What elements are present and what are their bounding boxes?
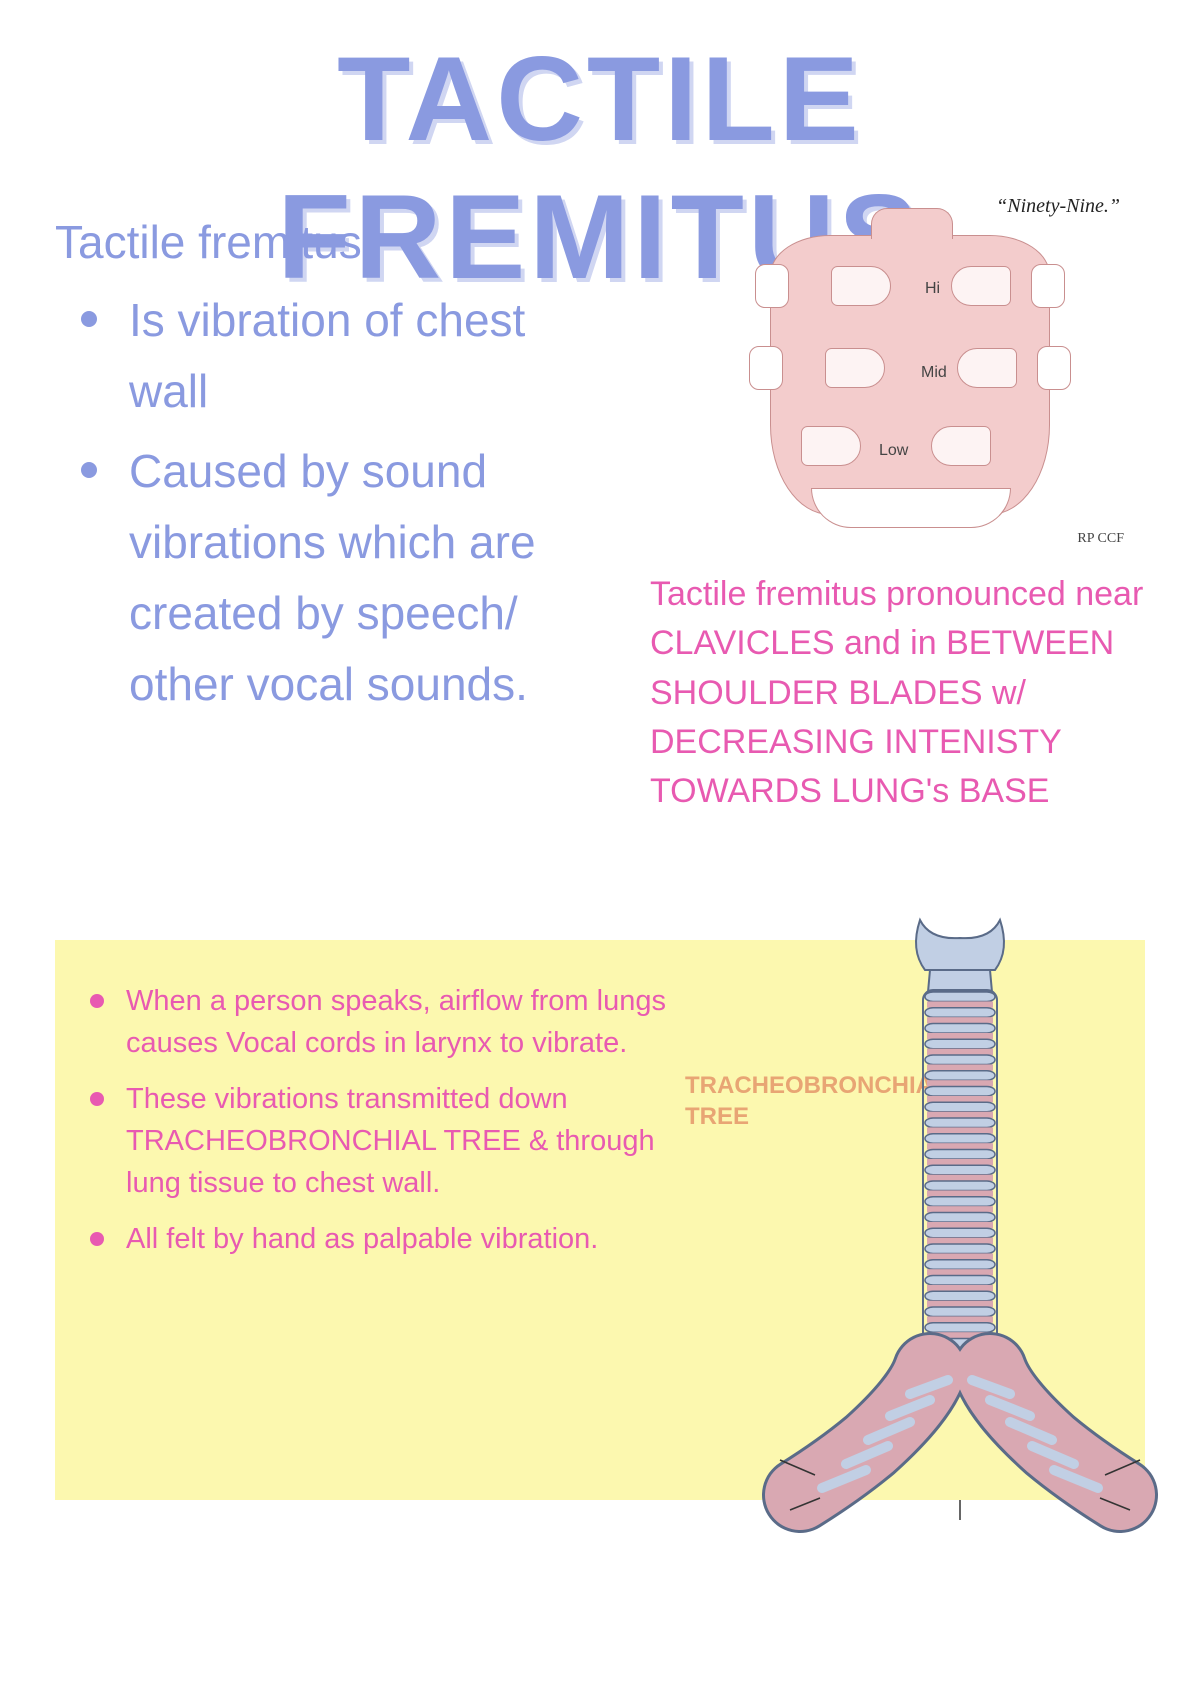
hand-icon xyxy=(931,426,991,466)
cuff-icon xyxy=(1037,346,1071,390)
waist-shape xyxy=(811,488,1011,528)
intro-bullet: Caused by sound vibrations which are cre… xyxy=(95,436,615,721)
yellow-bullet-list: When a person speaks, airflow from lungs… xyxy=(90,980,670,1274)
hand-icon xyxy=(957,348,1017,388)
yellow-bullet: All felt by hand as palpable vibration. xyxy=(90,1218,670,1260)
zone-label-hi: Hi xyxy=(925,280,940,298)
hand-icon xyxy=(825,348,885,388)
yellow-bullet: When a person speaks, airflow from lungs… xyxy=(90,980,670,1064)
illustration-credit: RP CCF xyxy=(1077,532,1124,546)
tracheobronchial-tree-icon xyxy=(760,900,1160,1540)
hand-icon xyxy=(801,426,861,466)
hand-icon xyxy=(951,266,1011,306)
intro-lead-text: Tactile fremitus xyxy=(55,215,615,269)
back-palpation-illustration: “Ninety-Nine.” Hi Mid Low RP CCF xyxy=(700,195,1130,550)
speech-label: “Ninety-Nine.” xyxy=(996,195,1120,218)
zone-label-low: Low xyxy=(879,442,908,460)
yellow-bullet: These vibrations transmitted down TRACHE… xyxy=(90,1078,670,1204)
torso-shape: Hi Mid Low xyxy=(770,235,1050,515)
zone-label-mid: Mid xyxy=(921,364,947,382)
cuff-icon xyxy=(749,346,783,390)
cuff-icon xyxy=(755,264,789,308)
clavicle-note: Tactile fremitus pronounced near CLAVICL… xyxy=(650,570,1190,816)
hand-icon xyxy=(831,266,891,306)
cuff-icon xyxy=(1031,264,1065,308)
intro-block: Tactile fremitus Is vibration of chest w… xyxy=(55,215,615,729)
intro-bullet-list: Is vibration of chest wall Caused by sou… xyxy=(55,285,615,721)
intro-bullet: Is vibration of chest wall xyxy=(95,285,615,428)
